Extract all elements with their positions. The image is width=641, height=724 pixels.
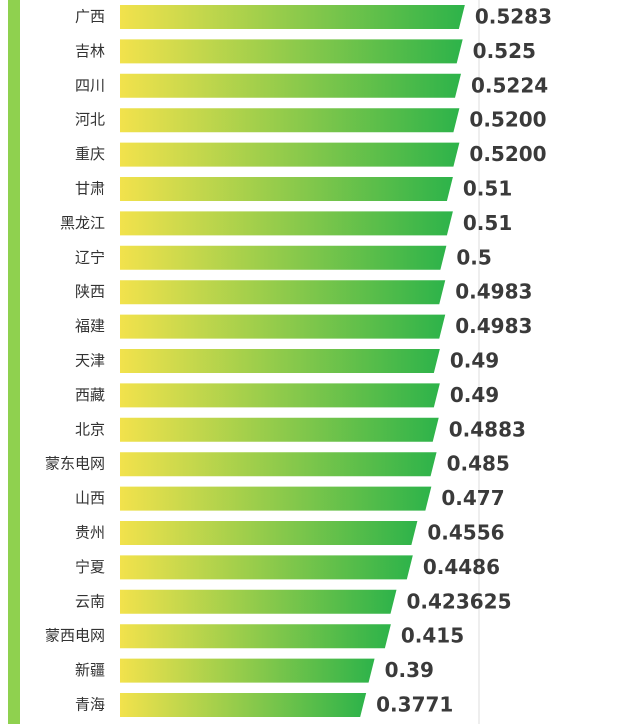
value-label: 0.49 [450,383,499,407]
category-label: 辽宁 [75,248,105,266]
category-label: 青海 [75,696,105,714]
category-label: 西藏 [75,386,105,404]
category-label: 贵州 [75,524,105,542]
value-label: 0.4556 [427,521,504,545]
bar [120,624,391,649]
value-label: 0.4983 [455,280,532,304]
value-label: 0.51 [463,177,512,201]
value-label: 0.5224 [471,73,548,97]
bar [120,486,432,511]
bar [120,521,418,545]
value-label: 0.4883 [449,417,526,441]
category-label: 黑龙江 [60,214,105,232]
category-label: 蒙东电网 [45,455,105,473]
bar [120,39,463,64]
bar [120,349,440,373]
value-label: 0.4983 [455,314,532,338]
bar [120,211,453,236]
value-label: 0.51 [463,211,512,235]
bar [120,177,453,201]
category-label: 四川 [75,76,105,94]
category-label: 云南 [75,592,105,610]
category-label: 新疆 [75,661,105,679]
value-label: 0.4486 [423,555,500,579]
value-label: 0.5283 [475,5,552,29]
category-label: 福建 [75,317,105,335]
category-label: 河北 [75,111,105,129]
value-label: 0.477 [441,486,504,510]
side-strip [8,0,20,724]
bar [120,589,397,614]
bar [120,314,446,339]
value-label: 0.5200 [469,142,546,166]
bar [120,417,439,442]
category-label: 蒙西电网 [45,627,105,645]
category-label: 广西 [75,8,105,26]
category-label: 甘肃 [75,180,105,198]
bar [120,693,367,717]
value-label: 0.5200 [469,108,546,132]
category-label: 山西 [75,489,105,507]
category-label: 天津 [75,352,105,370]
value-label: 0.415 [401,624,464,648]
category-label: 吉林 [75,42,105,60]
bar [120,5,465,29]
value-label: 0.5 [456,245,491,269]
category-label: 宁夏 [75,558,105,576]
category-label: 重庆 [75,145,105,163]
value-label: 0.49 [450,349,499,373]
bar [120,142,460,167]
bar [120,383,440,408]
value-label: 0.3771 [376,693,453,717]
value-label: 0.485 [447,452,510,476]
bar [120,280,446,305]
bar [120,108,460,133]
bar [120,452,437,477]
bar [120,73,461,98]
category-label: 陕西 [75,283,105,301]
value-label: 0.423625 [407,589,512,613]
bar [120,245,447,270]
value-label: 0.525 [473,39,536,63]
bar [120,555,413,580]
category-label: 北京 [75,420,105,438]
value-label: 0.39 [385,658,434,682]
bar [120,658,375,683]
